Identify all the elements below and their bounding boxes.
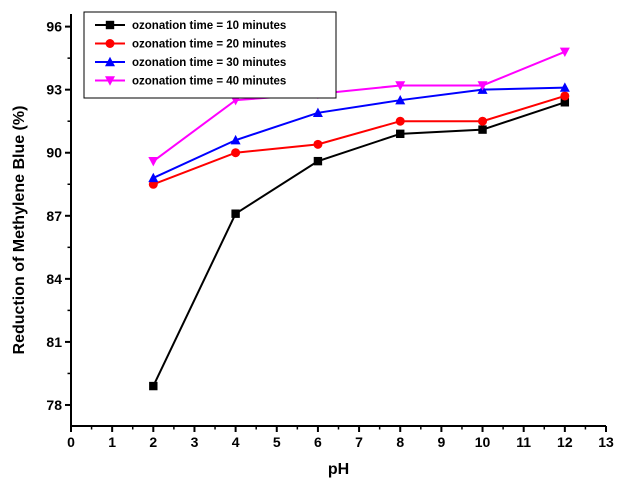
legend-marker: [105, 56, 115, 67]
x-tick-label: 3: [191, 434, 199, 450]
y-axis-label: Reduction of Methylene Blue (%): [11, 106, 28, 355]
data-point: [478, 116, 488, 126]
legend-marker: [105, 39, 115, 48]
series-line-3: [152, 86, 565, 179]
legend-marker: [105, 20, 115, 30]
legend-label: ozonation time = 40 minutes: [132, 76, 286, 88]
x-tick-label: 1: [108, 434, 116, 450]
plot-markers: [148, 47, 570, 391]
x-tick-label: 0: [67, 434, 75, 450]
y-tick-label: 96: [46, 19, 62, 35]
plot-lines: [152, 50, 566, 387]
data-point: [149, 381, 158, 391]
data-point: [395, 94, 406, 105]
y-tick-label: 87: [46, 208, 62, 224]
data-point: [560, 98, 570, 107]
x-tick-label: 7: [355, 434, 363, 450]
x-tick-label: 10: [475, 434, 491, 450]
data-point: [559, 47, 570, 58]
legend: ozonation time = 10 minutes ozonation tim…: [83, 11, 337, 99]
y-ticks: 78 81 84 87 90 93 96: [46, 19, 71, 413]
data-point: [231, 209, 240, 218]
x-tick-label: 4: [232, 434, 240, 450]
data-point: [230, 134, 241, 145]
data-point: [559, 82, 570, 92]
y-tick-label: 93: [46, 82, 62, 98]
x-tick-label: 6: [314, 434, 322, 450]
data-point: [477, 81, 488, 91]
data-point: [231, 148, 241, 158]
data-point: [395, 116, 405, 126]
data-point: [148, 172, 159, 183]
series-line-2: [152, 95, 566, 186]
x-tick-label: 12: [557, 434, 573, 450]
x-tick-label: 9: [437, 434, 445, 450]
series-line-1: [152, 101, 566, 387]
x-axis-label: pH: [328, 461, 349, 478]
legend-marker: [105, 76, 115, 86]
x-tick-label: 5: [273, 434, 281, 450]
x-tick-label: 11: [516, 434, 531, 450]
legend-label: ozonation time = 10 minutes: [132, 20, 286, 32]
y-tick-label: 78: [46, 397, 62, 413]
y-tick-label: 81: [46, 334, 62, 350]
data-point: [313, 156, 323, 166]
legend-box: [83, 11, 337, 99]
y-tick-label: 90: [46, 145, 62, 161]
x-tick-label: 2: [149, 434, 157, 450]
data-point: [396, 129, 405, 139]
data-point: [312, 107, 323, 117]
data-point: [313, 139, 323, 149]
series-line-4: [152, 50, 566, 162]
data-point: [560, 91, 570, 101]
x-tick-label: 13: [598, 434, 614, 450]
data-point: [148, 156, 159, 167]
x-ticks: 0 1 2 3 4 5 6 7 8 9 10 11 12 13: [67, 426, 614, 450]
data-point: [395, 81, 406, 91]
legend-label: ozonation time = 30 minutes: [132, 57, 286, 69]
y-tick-label: 84: [46, 271, 62, 287]
data-point: [478, 125, 487, 134]
x-tick-label: 8: [396, 434, 404, 450]
legend-label: ozonation time = 20 minutes: [132, 39, 286, 51]
